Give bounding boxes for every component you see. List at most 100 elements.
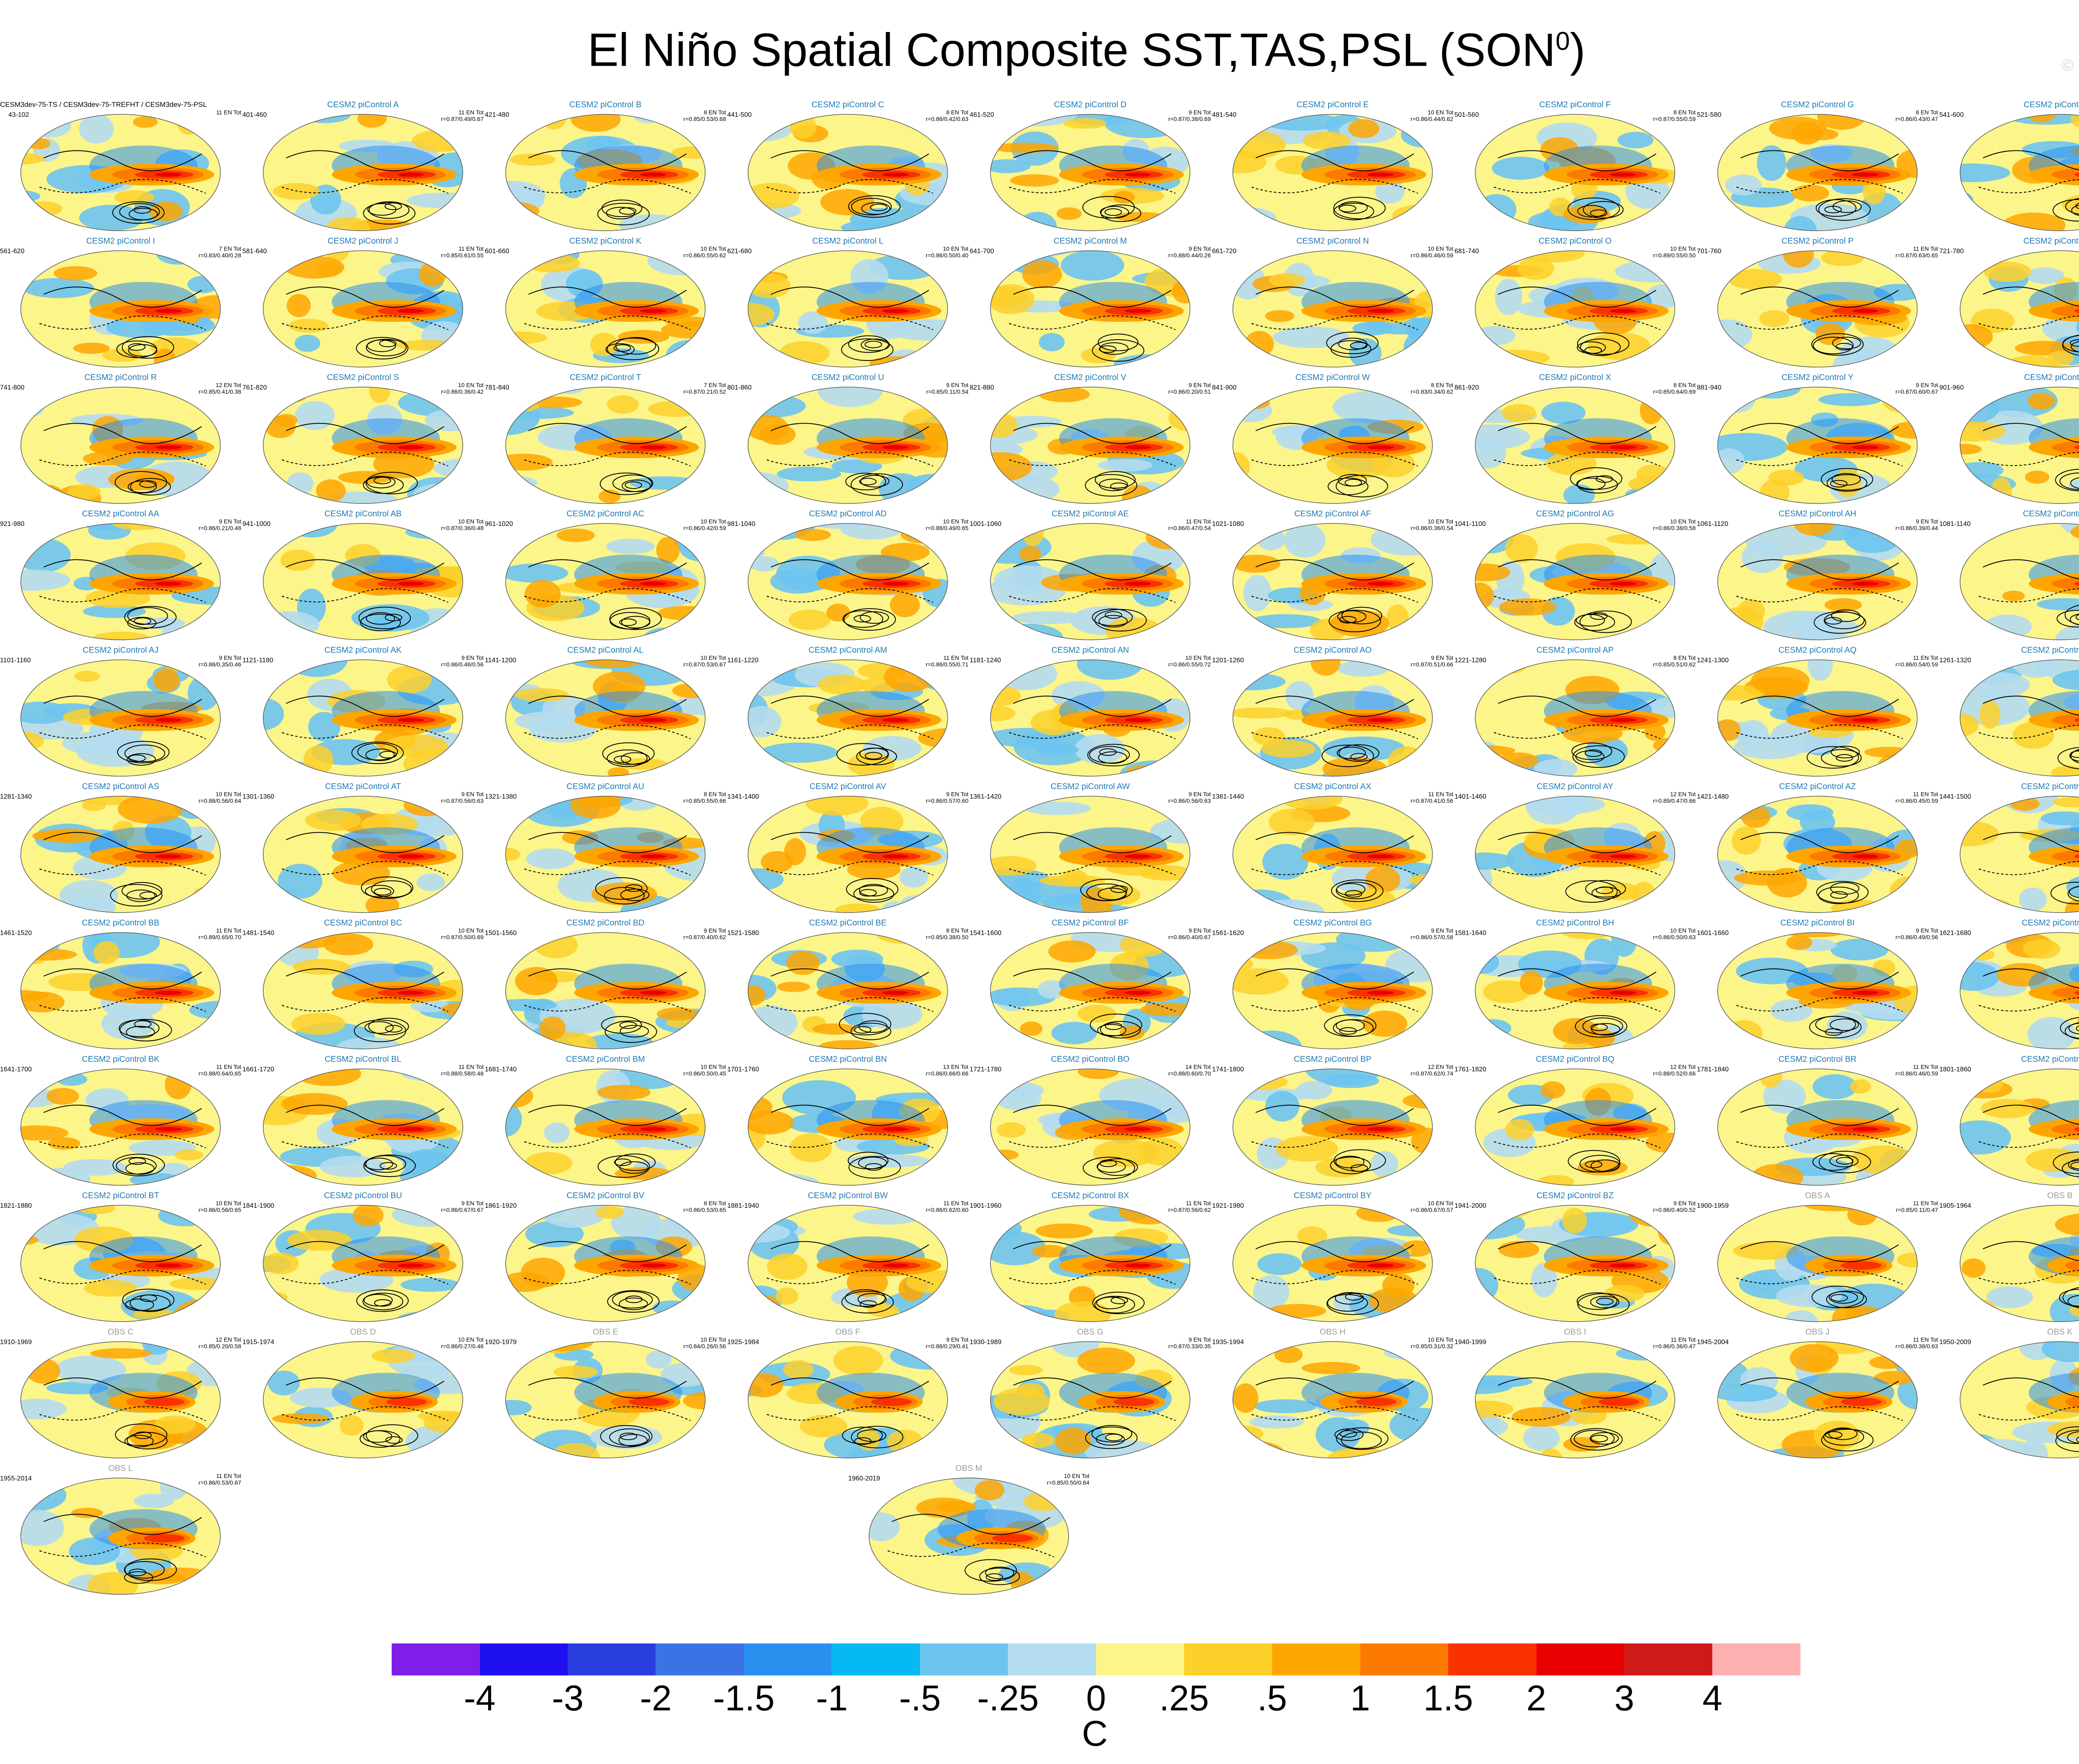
composite-map — [1475, 1068, 1675, 1186]
map-panel: CESM2 piControl BS1801-186010 EN Totr=0.… — [1939, 1054, 2079, 1189]
composite-map — [748, 114, 948, 231]
composite-map — [1960, 932, 2079, 1049]
panel-pattern-correlations: r=0.85/0.41/0.38 — [198, 388, 241, 395]
panel-pattern-correlations: r=0.86/0.50/0.40 — [926, 252, 968, 259]
panel-pattern-correlations: r=0.87/0.40/0.62 — [683, 934, 726, 940]
panel-title: CESM3dev-75-TS / CESM3dev-75-TREFHT / CE… — [0, 101, 207, 109]
panel-pattern-correlations: r=0.86/0.50/0.63 — [1653, 934, 1696, 940]
panel-title: CESM2 piControl AV — [809, 782, 886, 791]
composite-map — [20, 1205, 221, 1322]
panel-pattern-correlations: r=0.86/0.56/0.65 — [198, 1206, 241, 1213]
panel-pattern-correlations: r=0.85/0.50/0.64 — [1047, 1479, 1089, 1486]
composite-map — [1717, 523, 1918, 640]
composite-map — [748, 1341, 948, 1458]
panel-years: 441-500 — [727, 111, 752, 118]
map-panel: CESM2 piControl L 621-680 10 EN Tot r=0.86/… — [727, 236, 968, 371]
panel-years: 1955-2014 — [0, 1475, 32, 1482]
panel-event-count: 8 EN Tot — [1673, 654, 1696, 661]
composite-map — [20, 387, 221, 504]
panel-title: CESM2 piControl BI — [1780, 918, 1855, 928]
panel-years: 1341-1400 — [727, 793, 759, 800]
map-panel: CESM2 piControl AN 1181-1240 10 EN Tot r=0.… — [970, 645, 1211, 780]
panel-event-count: 9 EN Tot — [219, 654, 241, 661]
panel-pattern-correlations: r=0.87/0.60/0.67 — [1895, 388, 1938, 395]
panel-title: CESM2 piControl Y — [1781, 373, 1854, 382]
panel-years: 401-460 — [242, 111, 267, 118]
panel-years: 801-860 — [727, 384, 752, 391]
panel-years: 1381-1440 — [1212, 793, 1244, 800]
panel-event-count: 9 EN Tot — [1188, 791, 1211, 797]
map-panel: CESM2 piControl BV 1861-1920 8 EN Tot r=0.8… — [485, 1191, 726, 1326]
panel-pattern-correlations: r=0.87/0.63/0.65 — [1895, 252, 1938, 259]
map-panel: CESM2 piControl AL 1141-1200 10 EN Tot r=0.… — [485, 645, 726, 780]
colorbar-tick-label: -1 — [816, 1678, 848, 1718]
panel-years: 1901-1960 — [970, 1202, 1002, 1209]
composite-map — [748, 659, 948, 777]
panel-event-count: 12 EN Tot — [1427, 1063, 1453, 1070]
panel-pattern-correlations: r=0.85/0.61/0.55 — [441, 252, 484, 259]
panel-pattern-correlations: r=0.84/0.26/0.56 — [683, 1343, 726, 1350]
map-panel: CESM2 piControl BB 1461-1520 11 EN Tot r=0.… — [0, 918, 241, 1053]
colorbar-tick-label: -.25 — [977, 1678, 1039, 1718]
chart-title: El Niño Spatial Composite SST,TAS,PSL (S… — [588, 24, 1585, 76]
panel-pattern-correlations: r=0.86/0.50/0.45 — [683, 1070, 726, 1077]
panel-event-count: 11 EN Tot — [216, 1473, 241, 1479]
panel-pattern-correlations: r=0.86/0.21/0.48 — [198, 525, 241, 531]
panel-years: 521-580 — [1697, 111, 1721, 118]
composite-map — [1232, 387, 1433, 504]
panel-pattern-correlations: r=0.87/0.62/0.74 — [1410, 1070, 1453, 1077]
panel-years: 1041-1100 — [1454, 521, 1486, 528]
map-panel: CESM2 piControl AD 981-1040 10 EN Tot r=0.8… — [727, 509, 968, 644]
panel-event-count: 9 EN Tot — [1673, 1200, 1696, 1206]
panel-event-count: 9 EN Tot — [1188, 927, 1211, 934]
map-panel: CESM2 piControl AZ 1421-1480 11 EN Tot r=0.… — [1697, 782, 1938, 917]
panel-event-count: 9 EN Tot — [219, 518, 241, 525]
panel-years: 1241-1300 — [1697, 657, 1729, 664]
composite-map — [1232, 250, 1433, 368]
panel-event-count: 14 EN Tot — [1185, 1063, 1211, 1070]
panel-years: 541-600 — [1939, 111, 1964, 118]
panel-pattern-correlations: r=0.86/0.66/0.66 — [926, 1070, 968, 1077]
composite-map — [869, 1478, 1069, 1595]
composite-map — [1232, 114, 1433, 231]
composite-map — [1717, 1068, 1918, 1186]
panel-years: 1221-1280 — [1454, 657, 1486, 664]
panel-years: 621-680 — [727, 248, 752, 255]
panel-pattern-correlations: r=0.87/0.21/0.52 — [683, 388, 726, 395]
map-panel: CESM2 piControl AS 1281-1340 10 EN Tot r=0.… — [0, 782, 241, 917]
panel-pattern-correlations: r=0.86/0.36/0.42 — [441, 388, 484, 395]
map-panel: OBS H 1935-1994 10 EN Tot r=0.85/0.31/0.32 — [1212, 1327, 1453, 1462]
map-panel: OBS F 1925-1984 9 EN Tot r=0.86/0.29/0.41 — [727, 1327, 968, 1462]
composite-map — [748, 523, 948, 640]
panel-pattern-correlations: r=0.88/0.60/0.70 — [1168, 1070, 1211, 1077]
panel-title: CESM2 piControl X — [1539, 373, 1611, 382]
panel-years: 1401-1460 — [1454, 793, 1486, 800]
panel-years: 1361-1420 — [970, 793, 1002, 800]
composite-map — [1717, 1205, 1918, 1322]
composite-map — [20, 659, 221, 777]
panel-title: CESM2 piControl BL — [324, 1055, 402, 1064]
panel-title: CESM2 piControl C — [811, 100, 884, 109]
composite-map — [1475, 659, 1675, 777]
panel-title: OBS A — [1805, 1191, 1830, 1200]
composite-map — [505, 659, 706, 777]
map-panel: CESM2 piControl BI 1601-1660 9 EN Tot r=0.8… — [1697, 918, 1938, 1053]
panel-years: 1061-1120 — [1697, 521, 1728, 528]
panel-years: 581-640 — [242, 248, 267, 255]
map-panel: CESM2 piControl M 641-700 9 EN Tot r=0.88/0… — [970, 236, 1211, 371]
panel-title: CESM2 piControl Z — [2024, 373, 2079, 382]
panel-years: 1601-1660 — [1697, 930, 1729, 937]
map-panel: CESM2 piControl AV 1341-1400 9 EN Tot r=0.8… — [727, 782, 968, 917]
composite-map — [990, 114, 1190, 231]
panel-pattern-correlations: r=0.86/0.36/0.54 — [1410, 525, 1453, 531]
composite-map — [1232, 1068, 1433, 1186]
panel-pattern-correlations: r=0.86/0.53/0.65 — [683, 1206, 726, 1213]
map-panel: CESM2 piControl BN 1701-1760 13 EN Tot r=0.… — [727, 1054, 968, 1189]
panel-title: CESM2 piControl J — [327, 237, 399, 246]
composite-map — [1960, 796, 2079, 913]
panel-years: 1661-1720 — [242, 1066, 274, 1073]
panel-event-count: 8 EN Tot — [1673, 109, 1696, 116]
panel-event-count: 11 EN Tot — [1670, 1336, 1696, 1343]
panel-pattern-correlations: r=0.86/0.38/0.63 — [1895, 1343, 1938, 1350]
